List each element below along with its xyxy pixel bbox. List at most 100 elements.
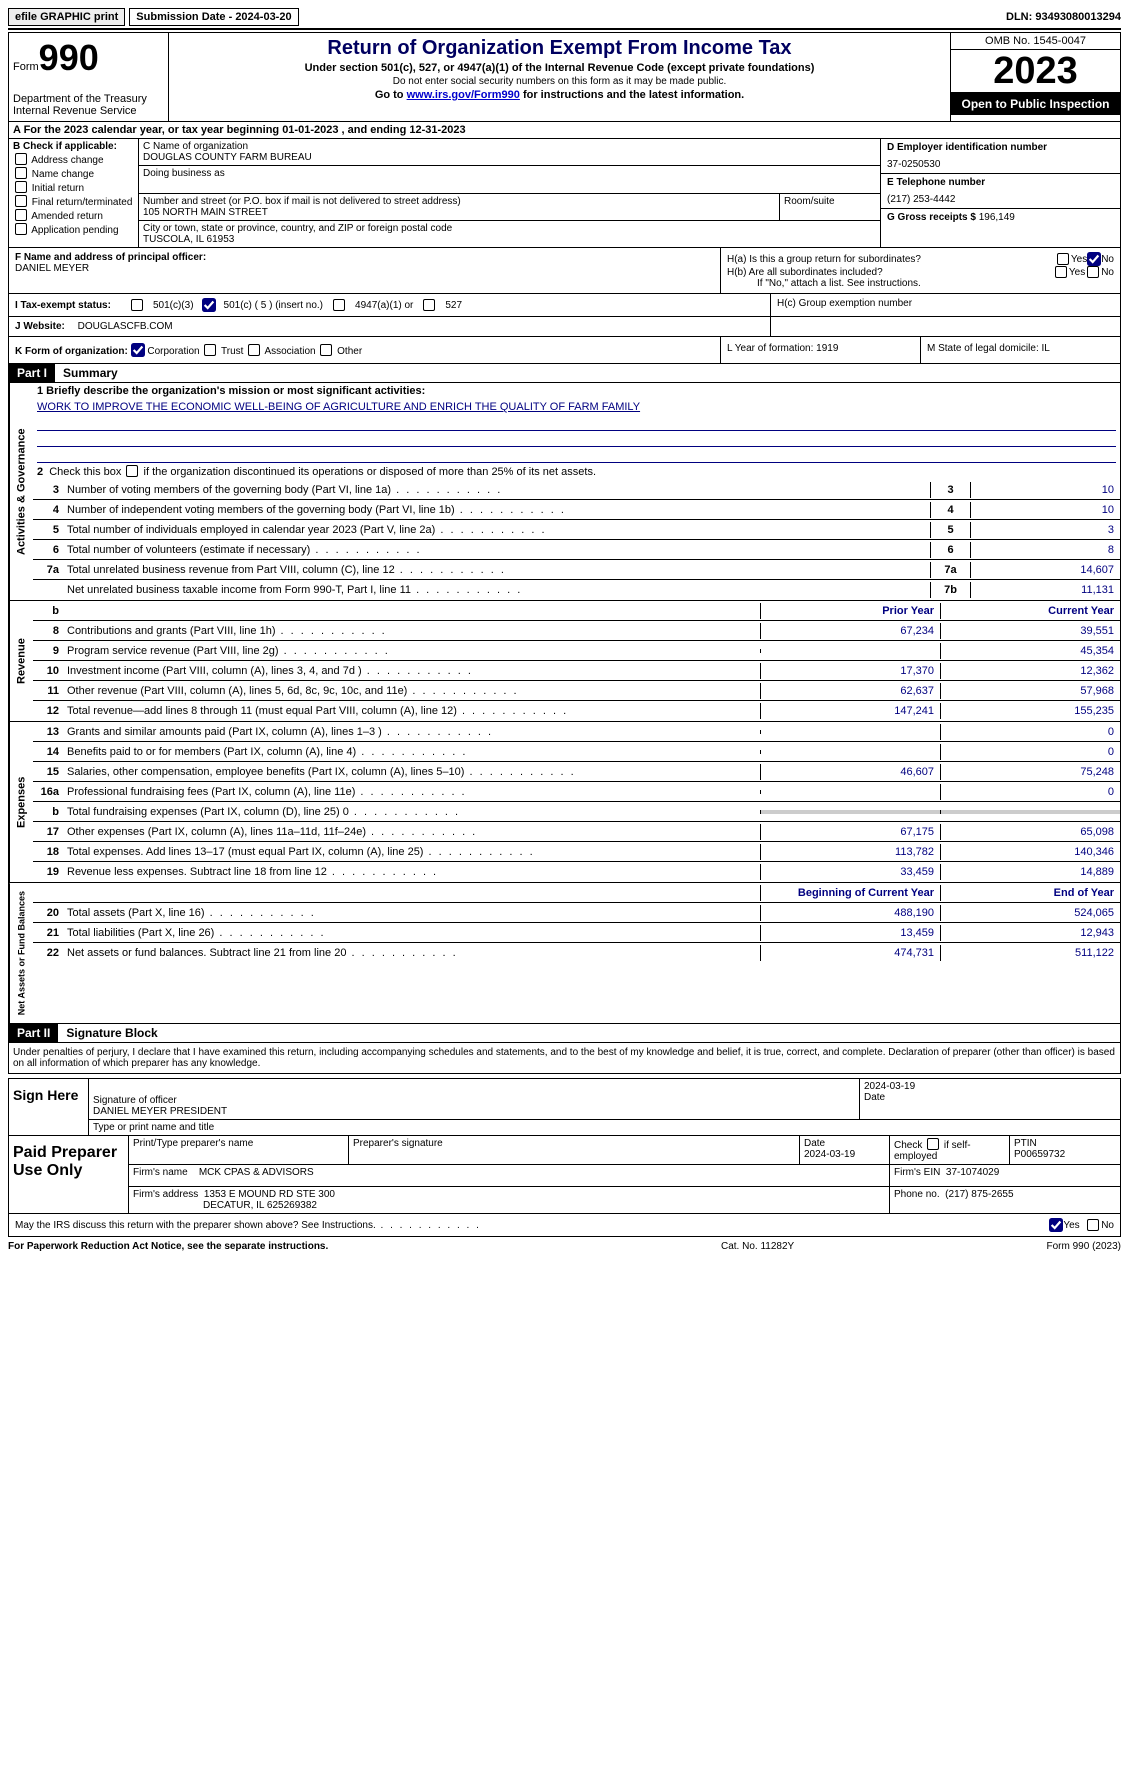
lbl-name-change: Name change — [32, 169, 94, 180]
lbl-527: 527 — [445, 300, 462, 311]
signature-declaration: Under penalties of perjury, I declare th… — [8, 1043, 1121, 1074]
hb-label: H(b) Are all subordinates included? — [727, 267, 1053, 278]
tax-year: 2023 — [951, 50, 1120, 92]
part-ii-header: Part II Signature Block — [8, 1024, 1121, 1043]
summary-line: 19Revenue less expenses. Subtract line 1… — [33, 862, 1120, 882]
efile-print-button[interactable]: efile GRAPHIC print — [8, 8, 125, 26]
lbl-trust: Trust — [221, 346, 243, 357]
summary-line: 6Total number of volunteers (estimate if… — [33, 540, 1120, 560]
dln: DLN: 93493080013294 — [1006, 11, 1121, 23]
cb-final-return[interactable] — [15, 195, 27, 207]
cb-association[interactable] — [248, 344, 260, 356]
cb-address-change[interactable] — [15, 153, 27, 165]
part-i-header: Part I Summary — [8, 364, 1121, 383]
lbl-address-change: Address change — [31, 155, 103, 166]
governance-section: Activities & Governance 1 Briefly descri… — [8, 383, 1121, 601]
gross-receipts: 196,149 — [979, 212, 1015, 223]
ptin: P00659732 — [1014, 1149, 1116, 1160]
summary-line: 14Benefits paid to or for members (Part … — [33, 742, 1120, 762]
gross-receipts-label: G Gross receipts $ — [887, 212, 976, 223]
form-of-org-label: K Form of organization: — [15, 346, 128, 357]
summary-line: 15Salaries, other compensation, employee… — [33, 762, 1120, 782]
cb-initial-return[interactable] — [15, 181, 27, 193]
lbl-discuss-yes: Yes — [1063, 1220, 1079, 1231]
lbl-other: Other — [337, 346, 362, 357]
cb-name-change[interactable] — [15, 167, 27, 179]
firm-addr2: DECATUR, IL 625269382 — [133, 1200, 317, 1211]
street-address: 105 NORTH MAIN STREET — [143, 207, 775, 218]
summary-line: 10Investment income (Part VIII, column (… — [33, 661, 1120, 681]
current-year-header: Current Year — [940, 603, 1120, 619]
blank-line — [37, 431, 1116, 447]
irs-link[interactable]: www.irs.gov/Form990 — [407, 89, 520, 101]
cb-self-employed[interactable] — [927, 1138, 939, 1150]
paid-preparer-label: Paid Preparer Use Only — [9, 1136, 129, 1213]
col-c-name-address: C Name of organization DOUGLAS COUNTY FA… — [139, 139, 880, 247]
cb-amended-return[interactable] — [15, 209, 27, 221]
cb-discontinued[interactable] — [126, 465, 138, 477]
identification-block: B Check if applicable: Address change Na… — [8, 139, 1121, 248]
city-label: City or town, state or province, country… — [143, 223, 876, 234]
lbl-final-return: Final return/terminated — [32, 197, 133, 208]
cb-ha-yes[interactable] — [1057, 253, 1069, 265]
summary-line: 12Total revenue—add lines 8 through 11 (… — [33, 701, 1120, 721]
lbl-initial-return: Initial return — [32, 183, 84, 194]
summary-line: 16aProfessional fundraising fees (Part I… — [33, 782, 1120, 802]
col-d-ein-phone: D Employer identification number 37-0250… — [880, 139, 1120, 247]
room-label: Room/suite — [784, 196, 876, 207]
cb-527[interactable] — [423, 299, 435, 311]
net-header-row: Beginning of Current Year End of Year — [33, 883, 1120, 903]
lbl-no-2: No — [1101, 267, 1114, 278]
lbl-no: No — [1101, 254, 1114, 265]
telephone: (217) 253-4442 — [887, 194, 1114, 205]
state-of-domicile: M State of legal domicile: IL — [920, 337, 1120, 363]
cb-other[interactable] — [320, 344, 332, 356]
cb-4947[interactable] — [333, 299, 345, 311]
discuss-text: May the IRS discuss this return with the… — [15, 1220, 1049, 1231]
cb-hb-yes[interactable] — [1055, 266, 1067, 278]
summary-line: bTotal fundraising expenses (Part IX, co… — [33, 802, 1120, 822]
form-number: 990 — [39, 37, 99, 78]
link-prefix: Go to — [375, 89, 407, 101]
lbl-4947: 4947(a)(1) or — [355, 300, 413, 311]
sig-officer-label: Signature of officer — [93, 1095, 855, 1106]
top-toolbar: efile GRAPHIC print Submission Date - 20… — [8, 8, 1121, 30]
form-subtitle: Under section 501(c), 527, or 4947(a)(1)… — [177, 62, 942, 74]
year-of-formation: L Year of formation: 1919 — [720, 337, 920, 363]
rev-vertical-label: Revenue — [9, 601, 33, 721]
page-footer: For Paperwork Reduction Act Notice, see … — [8, 1237, 1121, 1252]
exp-vertical-label: Expenses — [9, 722, 33, 882]
cb-application-pending[interactable] — [15, 223, 27, 235]
summary-line: 22Net assets or fund balances. Subtract … — [33, 943, 1120, 963]
prep-date: 2024-03-19 — [804, 1149, 885, 1160]
preparer-sig-label: Preparer's signature — [349, 1136, 800, 1164]
firm-addr1: 1353 E MOUND RD STE 300 — [204, 1189, 335, 1200]
firm-phone-label: Phone no. — [894, 1189, 940, 1200]
city-state-zip: TUSCOLA, IL 61953 — [143, 234, 876, 245]
paperwork-notice: For Paperwork Reduction Act Notice, see … — [8, 1241, 721, 1252]
form-label: Form — [13, 61, 39, 73]
sig-date: 2024-03-19 — [864, 1081, 1116, 1092]
summary-line: 18Total expenses. Add lines 13–17 (must … — [33, 842, 1120, 862]
lbl-application-pending: Application pending — [31, 225, 118, 236]
revenue-section: Revenue b Prior Year Current Year 8Contr… — [8, 601, 1121, 722]
firm-name: MCK CPAS & ADVISORS — [199, 1167, 314, 1178]
rev-header-row: b Prior Year Current Year — [33, 601, 1120, 621]
principal-officer-label: F Name and address of principal officer: — [15, 252, 714, 263]
expenses-section: Expenses 13Grants and similar amounts pa… — [8, 722, 1121, 883]
lbl-amended-return: Amended return — [31, 211, 103, 222]
cb-501c3[interactable] — [131, 299, 143, 311]
row-j-website: J Website: DOUGLASCFB.COM — [8, 317, 1121, 337]
lbl-corporation: Corporation — [147, 346, 199, 357]
line-2: 2 Check this box if the organization dis… — [33, 463, 1120, 480]
cb-trust[interactable] — [204, 344, 216, 356]
principal-officer-name: DANIEL MEYER — [15, 263, 714, 274]
col-b-checkboxes: B Check if applicable: Address change Na… — [9, 139, 139, 247]
cb-discuss-no[interactable] — [1087, 1219, 1099, 1231]
cb-hb-no[interactable] — [1087, 266, 1099, 278]
summary-line: 11Other revenue (Part VIII, column (A), … — [33, 681, 1120, 701]
ssn-note: Do not enter social security numbers on … — [177, 76, 942, 87]
public-inspection: Open to Public Inspection — [951, 92, 1120, 115]
firm-ein-label: Firm's EIN — [894, 1167, 940, 1178]
blank-line — [37, 415, 1116, 431]
